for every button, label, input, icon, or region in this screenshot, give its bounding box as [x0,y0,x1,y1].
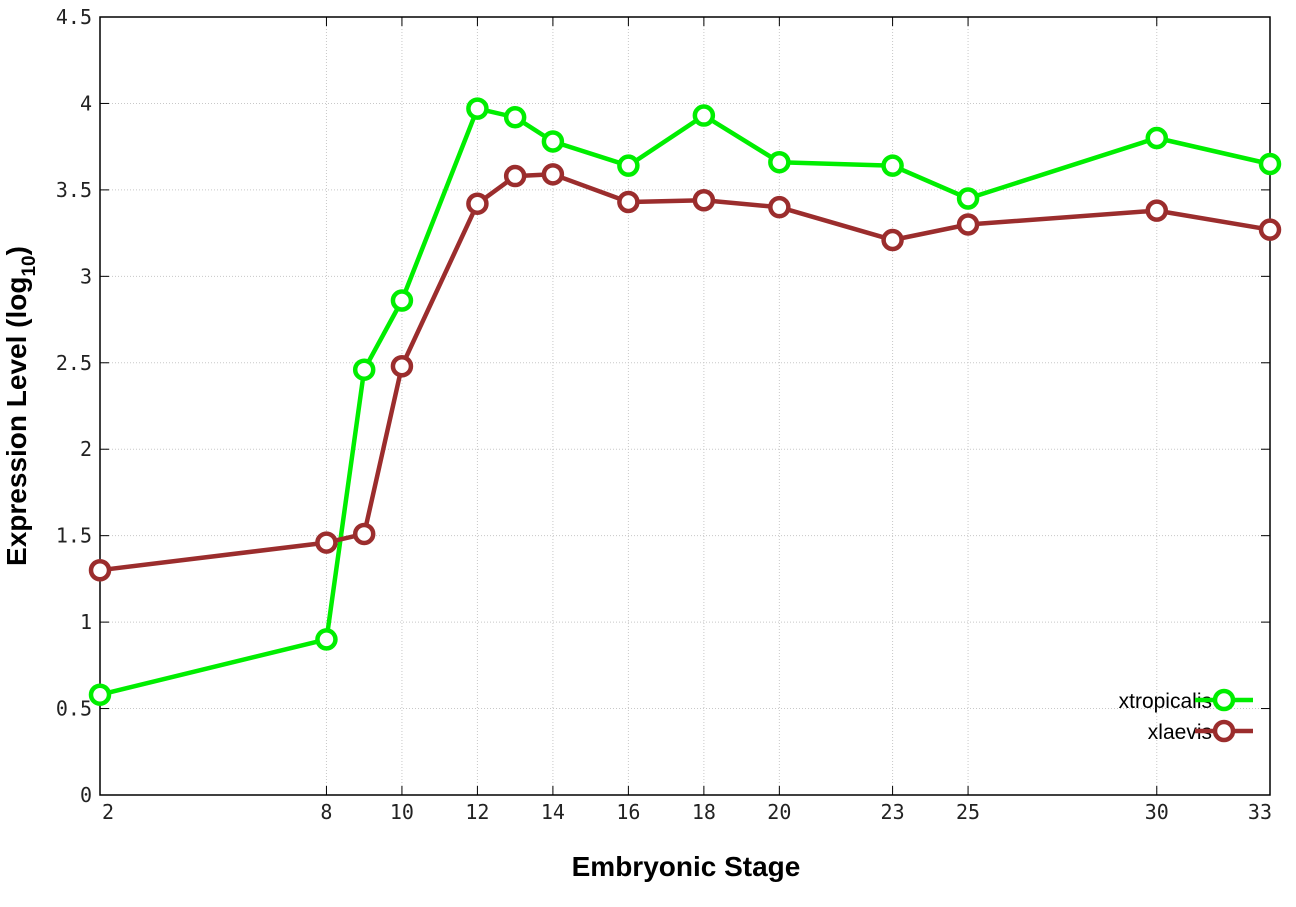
series-group [88,97,1282,706]
x-tick-label: 10 [390,800,414,824]
series-xlaevis [88,163,1282,582]
data-point-xtropicalis [1258,152,1282,176]
x-tick-label: 8 [320,800,332,824]
data-point-xtropicalis [956,187,980,210]
axis-ticks: 0 0.5 1 1.5 2 2.5 3 3.5 4 4.5 2 8 10 12 14 16 18 20 23 25 30… [56,5,1272,824]
y-tick-label: 4 [80,91,92,115]
data-point-xlaevis [503,164,527,188]
data-point-xtropicalis [352,358,376,381]
data-point-xlaevis [1145,199,1169,222]
data-point-xtropicalis [88,683,112,706]
data-point-xtropicalis [617,154,640,177]
grid [100,17,1270,795]
data-point-xtropicalis [881,154,904,177]
x-tick-label: 33 [1248,800,1272,824]
data-point-xtropicalis [1145,126,1169,150]
y-tick-label: 3.5 [56,178,92,202]
x-tick-label: 23 [881,800,905,824]
x-axis-title: Embryonic Stage [572,851,801,882]
y-tick-label: 2.5 [56,351,92,375]
series-xtropicalis [88,97,1282,706]
y-tick-label: 2 [80,437,92,461]
data-point-xtropicalis [466,97,489,120]
x-tick-label: 12 [465,800,489,824]
x-tick-label: 2 [102,800,114,824]
series-line-xtropicalis [99,106,1271,697]
y-tick-label: 4.5 [56,5,92,29]
legend-item-xlaevis: xlaevis [1148,719,1253,744]
data-point-xtropicalis [692,104,716,127]
data-point-xlaevis [692,189,716,212]
x-tick-label: 18 [692,800,716,824]
data-point-xtropicalis [315,628,338,651]
data-point-xlaevis [881,228,904,252]
y-axis-title: Expression Level (log10) [1,246,40,566]
data-point-xtropicalis [390,289,414,312]
legend-swatch-marker [1212,688,1236,712]
y-tick-label: 1.5 [56,524,92,548]
y-tick-label: 3 [80,264,92,288]
legend-label: xtropicalis [1119,690,1212,713]
y-axis-title-main: Expression Level (log [1,277,32,566]
y-tick-label: 1 [80,610,92,634]
x-tick-label: 25 [956,800,980,824]
data-point-xtropicalis [768,150,791,174]
x-tick-label: 14 [541,800,565,824]
x-tick-label: 16 [616,800,640,824]
data-point-xlaevis [315,531,338,554]
data-point-xlaevis [1258,218,1282,241]
plot-frame [99,16,1271,796]
x-tick-label: 30 [1145,800,1169,824]
data-point-xlaevis [768,195,791,219]
legend: xtropicalis xlaevis [1119,688,1253,744]
data-point-xtropicalis [541,130,565,153]
data-point-xlaevis [617,190,640,214]
data-point-xlaevis [956,213,980,236]
y-axis-title-close: ) [1,246,32,255]
data-point-xlaevis [466,192,489,215]
data-point-xtropicalis [503,106,527,129]
legend-swatch-marker [1212,719,1236,743]
data-point-xlaevis [390,354,414,378]
data-point-xlaevis [541,163,565,186]
legend-item-xtropicalis: xtropicalis [1119,688,1253,713]
y-tick-label: 0 [80,783,92,807]
x-tick-label: 20 [767,800,791,824]
y-axis-title-subscript: 10 [19,255,40,276]
legend-label: xlaevis [1148,721,1212,744]
data-point-xlaevis [352,522,376,546]
data-point-xlaevis [88,558,112,582]
series-line-xlaevis [99,172,1271,573]
y-tick-label: 0.5 [56,697,92,721]
